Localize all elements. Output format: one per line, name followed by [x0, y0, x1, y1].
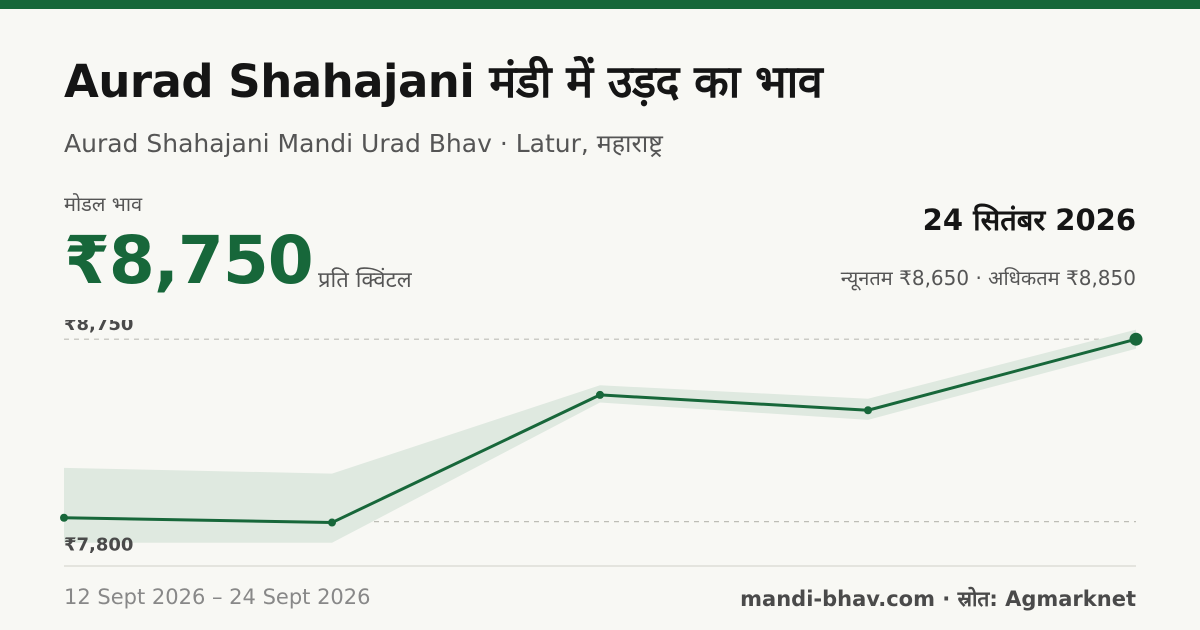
modal-price-value: ₹8,750 — [64, 222, 314, 299]
data-point — [328, 518, 336, 527]
footer-divider — [64, 565, 1136, 567]
page-subtitle: Aurad Shahajani Mandi Urad Bhav · Latur,… — [64, 129, 663, 158]
data-point — [60, 513, 68, 522]
data-point — [864, 406, 872, 415]
reference-labels: ₹8,750 ₹7,800 — [64, 320, 133, 556]
price-unit: प्रति क्विंटल — [318, 268, 412, 293]
data-point — [1129, 332, 1143, 346]
price-date: 24 सितंबर 2026 — [922, 203, 1136, 237]
reference-label: ₹8,750 — [64, 320, 133, 335]
price-series — [60, 332, 1143, 527]
page-title: Aurad Shahajani मंडी में उड़द का भाव — [64, 55, 823, 108]
min-max-price: न्यूनतम ₹8,650 · अधिकतम ₹8,850 — [840, 266, 1136, 290]
top-accent-bar — [0, 0, 1200, 9]
modal-price-label: मोडल भाव — [64, 192, 143, 216]
price-trend-chart: ₹8,750 ₹7,800 — [60, 320, 1143, 556]
min-max-band — [64, 329, 1136, 543]
min-max-area — [64, 329, 1136, 543]
data-point — [596, 390, 604, 399]
reference-label: ₹7,800 — [64, 535, 133, 556]
date-range: 12 Sept 2026 – 24 Sept 2026 — [64, 585, 371, 609]
reference-lines — [64, 338, 1136, 523]
source-credit: mandi-bhav.com · स्रोत: Agmarknet — [740, 587, 1136, 611]
